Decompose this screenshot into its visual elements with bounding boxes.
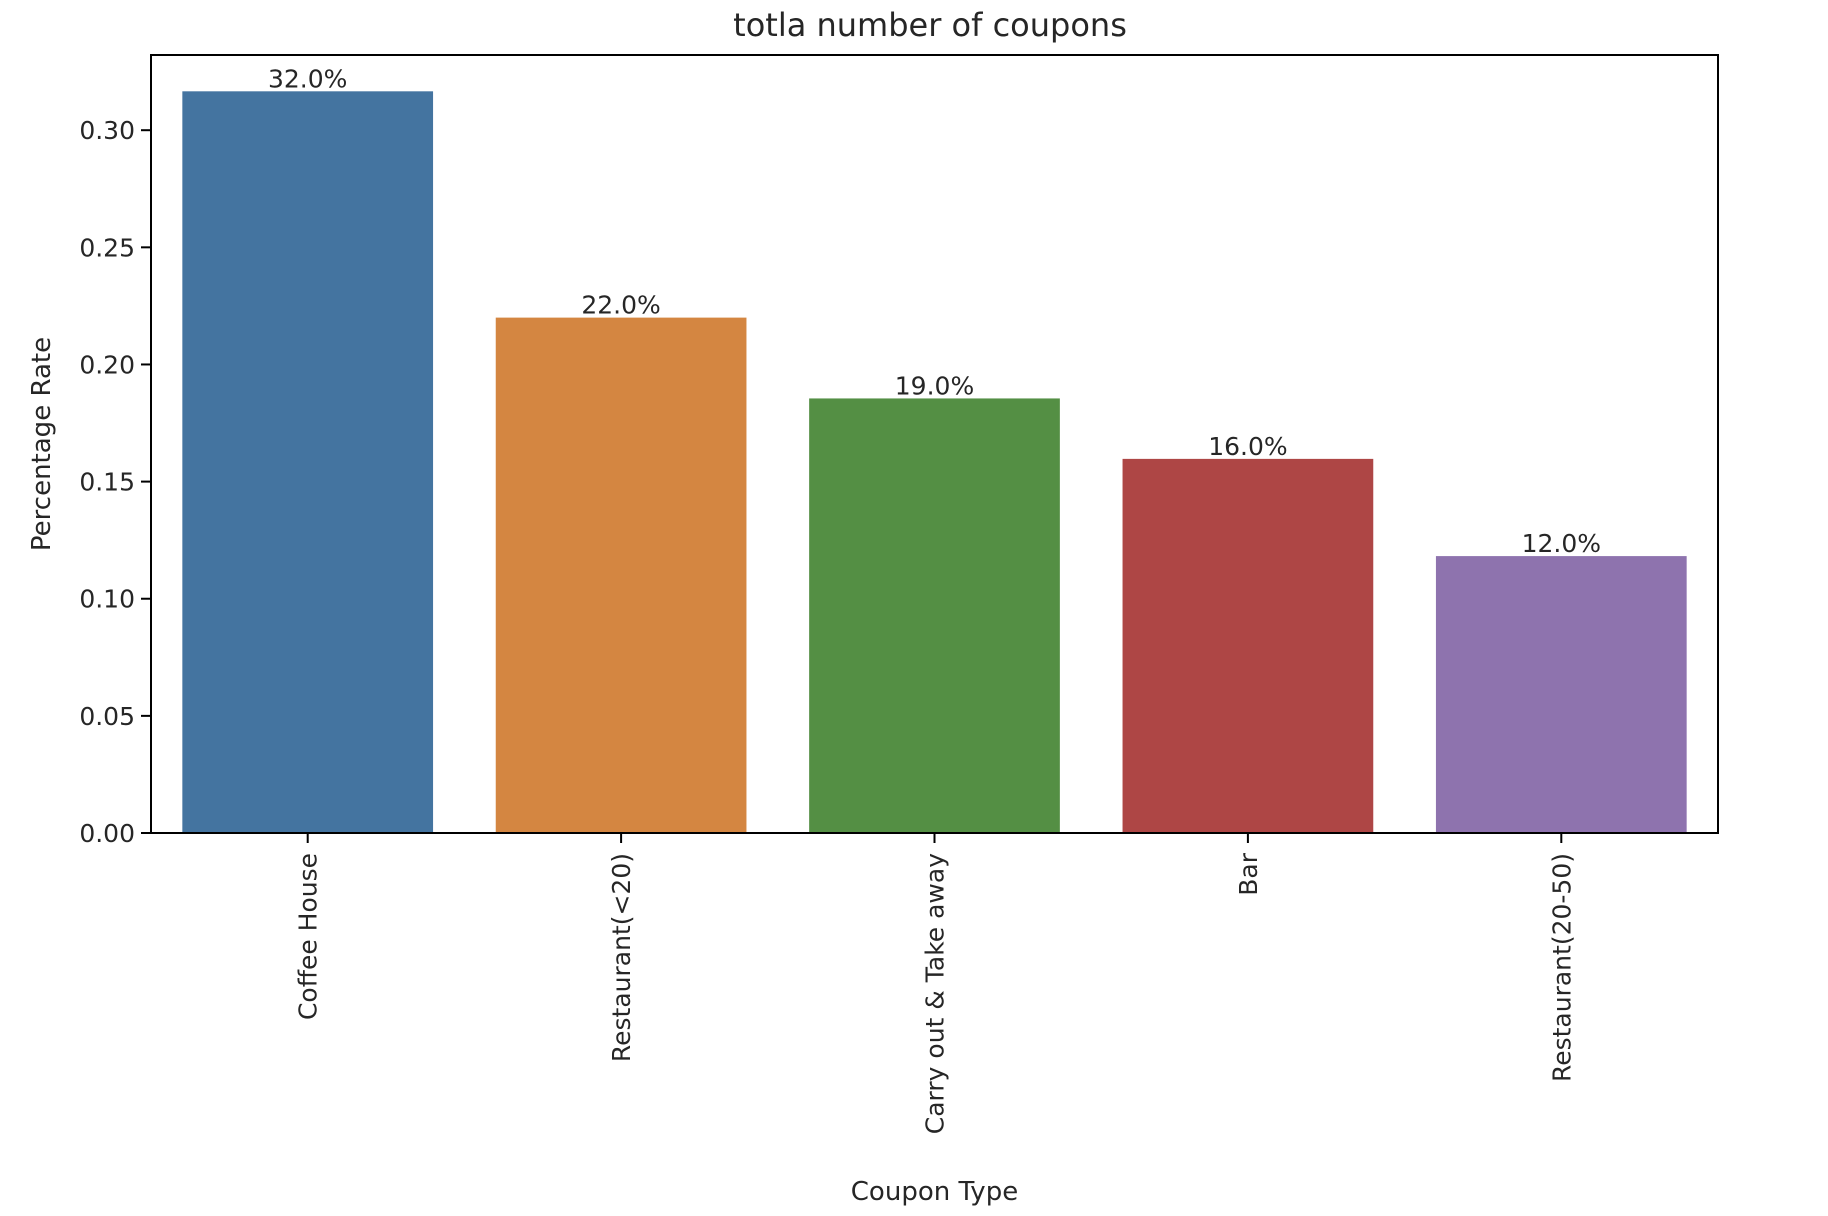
y-tick-label: 0.10 [79,585,135,614]
y-tick-label: 0.00 [79,819,135,848]
x-axis-label: Coupon Type [851,1177,1018,1207]
x-axis: Coffee House Restaurant(<20) Carry out & T… [294,833,1576,1134]
bar [809,398,1060,833]
y-tick-label: 0.20 [79,350,135,379]
x-tick-label: Restaurant(20-50) [1547,853,1576,1082]
bar-value-label: 12.0% [1522,529,1601,558]
y-tick-label: 0.25 [79,233,135,262]
y-tick-label: 0.05 [79,702,135,731]
bar [1435,556,1687,833]
bar-value-label: 16.0% [1208,432,1287,461]
chart-title: totla number of coupons [733,6,1127,44]
y-axis-label: Percentage Rate [27,337,57,551]
x-tick-label: Carry out & Take away [921,853,950,1134]
bar [182,91,434,834]
y-tick-label: 0.30 [79,116,135,145]
bar-value-label: 22.0% [581,291,660,320]
bar-value-label: 19.0% [895,371,974,400]
plot-frame [150,54,1719,834]
bars [182,91,1687,834]
bar [1122,458,1374,833]
x-tick-label: Bar [1234,852,1263,895]
x-tick-label: Restaurant(<20) [607,853,636,1062]
bar-value-label: 32.0% [268,64,347,93]
y-tick-label: 0.15 [79,468,135,497]
y-axis: 0.00 0.05 0.10 0.15 0.20 0.25 0.30 [79,116,151,848]
bar-value-labels: 32.0% 22.0% 19.0% 16.0% 12.0% [268,64,1601,558]
x-tick-label: Coffee House [294,853,323,1020]
bar [495,317,747,834]
